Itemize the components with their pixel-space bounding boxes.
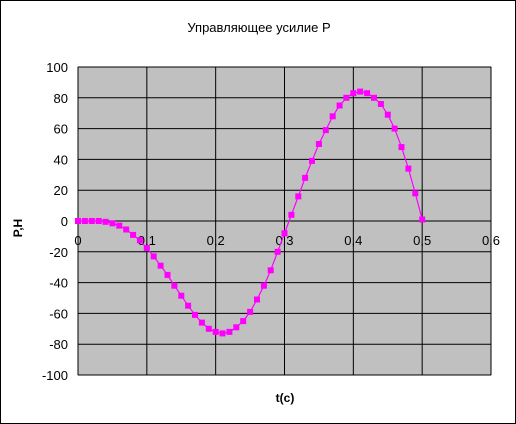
data-point: [205, 325, 212, 332]
data-point: [164, 271, 171, 278]
data-point: [274, 248, 281, 255]
data-point: [130, 231, 137, 238]
data-point: [260, 282, 267, 289]
data-point: [377, 101, 384, 107]
y-tick-labels: 100 80 60 40 20 0 -20 -40 -60 -80 -100: [42, 60, 68, 383]
data-point: [88, 218, 95, 224]
data-point: [136, 237, 143, 244]
x-tick-label: 0: [74, 233, 81, 248]
chart-title: Управляющее усилие P: [187, 20, 330, 35]
y-tick-label: 40: [54, 152, 68, 167]
y-tick-label: 20: [54, 183, 68, 198]
y-tick-label: 80: [54, 91, 68, 106]
data-point: [391, 125, 398, 132]
y-tick-label: 100: [46, 60, 68, 75]
data-point: [212, 328, 219, 335]
data-point: [412, 190, 419, 197]
data-point: [336, 102, 343, 109]
data-point: [95, 218, 102, 224]
series-markers: [75, 88, 426, 337]
data-point: [343, 94, 350, 101]
data-point: [384, 111, 391, 118]
y-tick-label: -100: [42, 368, 68, 383]
data-point: [288, 211, 295, 218]
y-tick-label: -20: [49, 245, 68, 260]
data-point: [109, 220, 116, 227]
data-point: [405, 165, 412, 172]
data-point: [398, 144, 405, 151]
grid-layer: [77, 66, 492, 376]
data-point: [329, 113, 336, 120]
data-point: [116, 222, 123, 229]
y-tick-label: -40: [49, 276, 68, 291]
data-point: [226, 328, 233, 335]
data-point: [150, 253, 157, 260]
data-point: [102, 218, 109, 225]
data-point: [157, 262, 164, 269]
data-point: [219, 330, 226, 337]
x-tick-label: 0,1: [138, 233, 156, 248]
x-tick-label: 0,2: [207, 233, 225, 248]
data-point: [81, 218, 88, 224]
data-point: [315, 141, 322, 147]
data-point: [143, 245, 150, 251]
data-point: [357, 88, 364, 95]
data-point: [75, 218, 81, 224]
data-point: [192, 311, 198, 318]
data-point: [371, 94, 377, 101]
x-axis-title: t(c): [276, 391, 295, 405]
data-point: [178, 292, 185, 299]
x-tick-label: 0,5: [413, 233, 431, 248]
y-tick-label: -60: [49, 306, 68, 321]
data-point: [302, 174, 309, 181]
x-tick-labels: 0 0,1 0,2 0,3 0,4 0,5 0,6: [74, 233, 500, 248]
data-point: [309, 157, 315, 164]
data-point: [350, 90, 357, 97]
data-point: [322, 127, 329, 134]
data-point: [254, 296, 260, 303]
data-point: [185, 302, 192, 309]
y-tick-label: -80: [49, 337, 68, 352]
data-point: [247, 308, 254, 315]
x-tick-label: 0,6: [482, 233, 500, 248]
y-tick-label: 60: [54, 122, 68, 137]
data-point: [233, 324, 240, 331]
data-point: [171, 282, 178, 289]
y-axis-title: P,Н: [11, 219, 25, 237]
data-point: [364, 90, 371, 97]
data-point: [295, 193, 302, 200]
data-point: [198, 319, 205, 326]
data-point: [281, 230, 288, 237]
data-point: [419, 216, 426, 223]
data-point: [240, 318, 247, 325]
y-tick-label: 0: [61, 214, 68, 229]
x-tick-label: 0,4: [344, 233, 362, 248]
data-point: [123, 226, 130, 233]
data-point: [267, 267, 274, 274]
